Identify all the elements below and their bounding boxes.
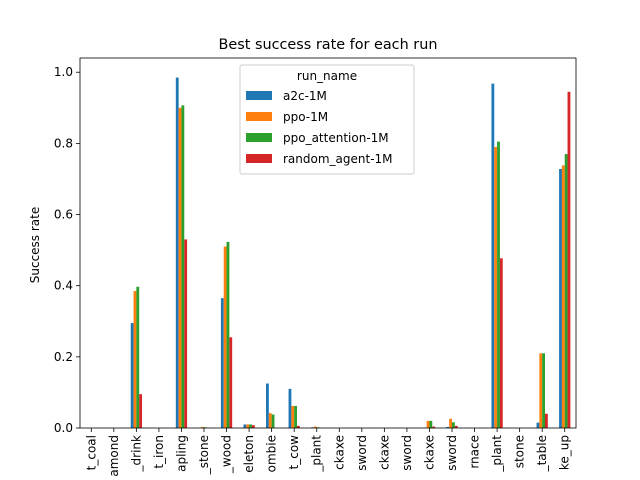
legend-label-a2c-1M: a2c-1M [283,89,327,103]
bar-random_agent-1M-4 [184,239,188,428]
axes-layer: 0.0 0.2 0.4 0.6 0.8 1.0 t_coal amond _drink t_iro… [54,57,577,477]
x-tick-label: amond [107,435,121,477]
bar-ppo-1M-4 [178,107,182,428]
x-tick-label: _plant [310,435,324,473]
legend-swatch-a2c-1M [246,91,272,100]
x-tick-label: t_cow [287,435,301,470]
y-tick-label: 0.8 [54,136,73,150]
x-tick-label: sword [445,435,459,471]
bar-a2c-1M-2 [130,323,134,428]
x-tick-label: stone [513,435,527,468]
x-tick-label: ke_up [558,435,572,470]
bar-ppo_attention-1M-9 [294,405,297,428]
bar-random_agent-1M-20 [545,413,548,428]
bar-ppo-1M-8 [268,413,272,428]
bar-ppo-1M-16 [449,418,452,428]
y-tick-label: 0.2 [54,350,73,364]
x-tick-label: ombie [265,435,279,472]
y-axis-label: Success rate [28,207,42,284]
bar-ppo-1M-15 [426,420,430,428]
bar-ppo_attention-1M-15 [429,420,433,428]
bar-ppo-1M-6 [223,246,227,428]
bar-random_agent-1M-16 [454,425,458,428]
bar-a2c-1M-18 [491,83,495,429]
legend-entries: a2c-1M ppo-1M ppo_attention-1M random_agent… [246,89,393,166]
y-tick-label: 0.4 [54,279,73,293]
x-tick-label: t_coal [84,435,98,470]
bar-ppo_attention-1M-6 [226,241,230,428]
bar-ppo_attention-1M-7 [249,424,252,428]
x-tick-label: _drink [129,435,143,472]
x-tick-label: ckaxe [377,435,391,470]
bar-ppo-1M-18 [494,146,498,428]
x-tick-label: _plant [490,435,504,473]
bar-a2c-1M-21 [559,169,562,428]
bar-a2c-1M-16 [446,426,450,428]
legend-swatch-ppo_attention-1M [246,133,272,142]
bar-ppo_attention-1M-18 [497,141,500,429]
bar-random_agent-1M-21 [567,91,571,429]
bar-random_agent-1M-7 [251,425,255,428]
x-tick-label: sword [355,435,369,471]
bar-ppo-1M-20 [539,353,543,428]
bar-random_agent-1M-18 [499,258,503,428]
legend-label-ppo-1M: ppo-1M [283,110,328,124]
bar-ppo-1M-9 [291,405,295,428]
legend-frame [239,64,415,175]
bar-random_agent-1M-15 [432,426,436,428]
bar-ppo_attention-1M-16 [452,422,455,428]
bar-random_agent-1M-6 [229,337,233,428]
plot-frame [79,57,577,429]
x-tick-label: _table [535,435,549,472]
x-tick-label: eleton [242,435,256,473]
legend-swatch-ppo-1M [246,112,272,121]
bars-layer [130,77,571,429]
bar-ppo_attention-1M-8 [271,414,275,428]
bar-ppo_attention-1M-4 [181,105,185,428]
legend: run_name a2c-1M ppo-1M ppo_attention-1Mran… [239,64,415,175]
chart-title: Best success rate for each run [219,37,438,53]
bar-a2c-1M-4 [175,77,179,428]
bar-a2c-1M-6 [220,298,224,428]
bar-a2c-1M-20 [536,422,540,428]
bar-ppo_attention-1M-2 [136,286,140,428]
y-tick-label: 0.0 [54,421,73,435]
x-tick-label: _stone [197,435,211,475]
legend-label-ppo_attention-1M: ppo_attention-1M [283,131,389,145]
bar-a2c-1M-9 [288,388,292,428]
y-tick-label: 1.0 [54,65,73,79]
legend-label-random_agent-1M: random_agent-1M [283,152,393,166]
bar-ppo-1M-21 [561,165,565,428]
bar-a2c-1M-8 [266,383,269,428]
x-tick-label: rnace [468,435,482,469]
x-tick-label: ckaxe [422,435,436,470]
bar-ppo-1M-5 [201,426,204,428]
y-tick-label: 0.6 [54,208,73,222]
x-tick-label: sword [400,435,414,471]
bar-random_agent-1M-9 [297,425,300,428]
legend-swatch-random_agent-1M [246,154,272,163]
bar-random_agent-1M-2 [139,394,142,428]
bar-ppo_attention-1M-20 [542,353,545,428]
bar-ppo_attention-1M-21 [564,154,568,428]
x-tick-label: apling [174,435,188,472]
x-tick-label: ckaxe [332,435,346,470]
bar-a2c-1M-7 [243,424,247,428]
bar-ppo-1M-2 [133,291,137,428]
bar-ppo-1M-10 [313,426,317,428]
legend-title: run_name [297,69,357,83]
x-tick-label: t_iron [152,435,166,469]
bar-ppo-1M-7 [246,424,250,428]
x-tick-label: _wood [220,435,234,474]
